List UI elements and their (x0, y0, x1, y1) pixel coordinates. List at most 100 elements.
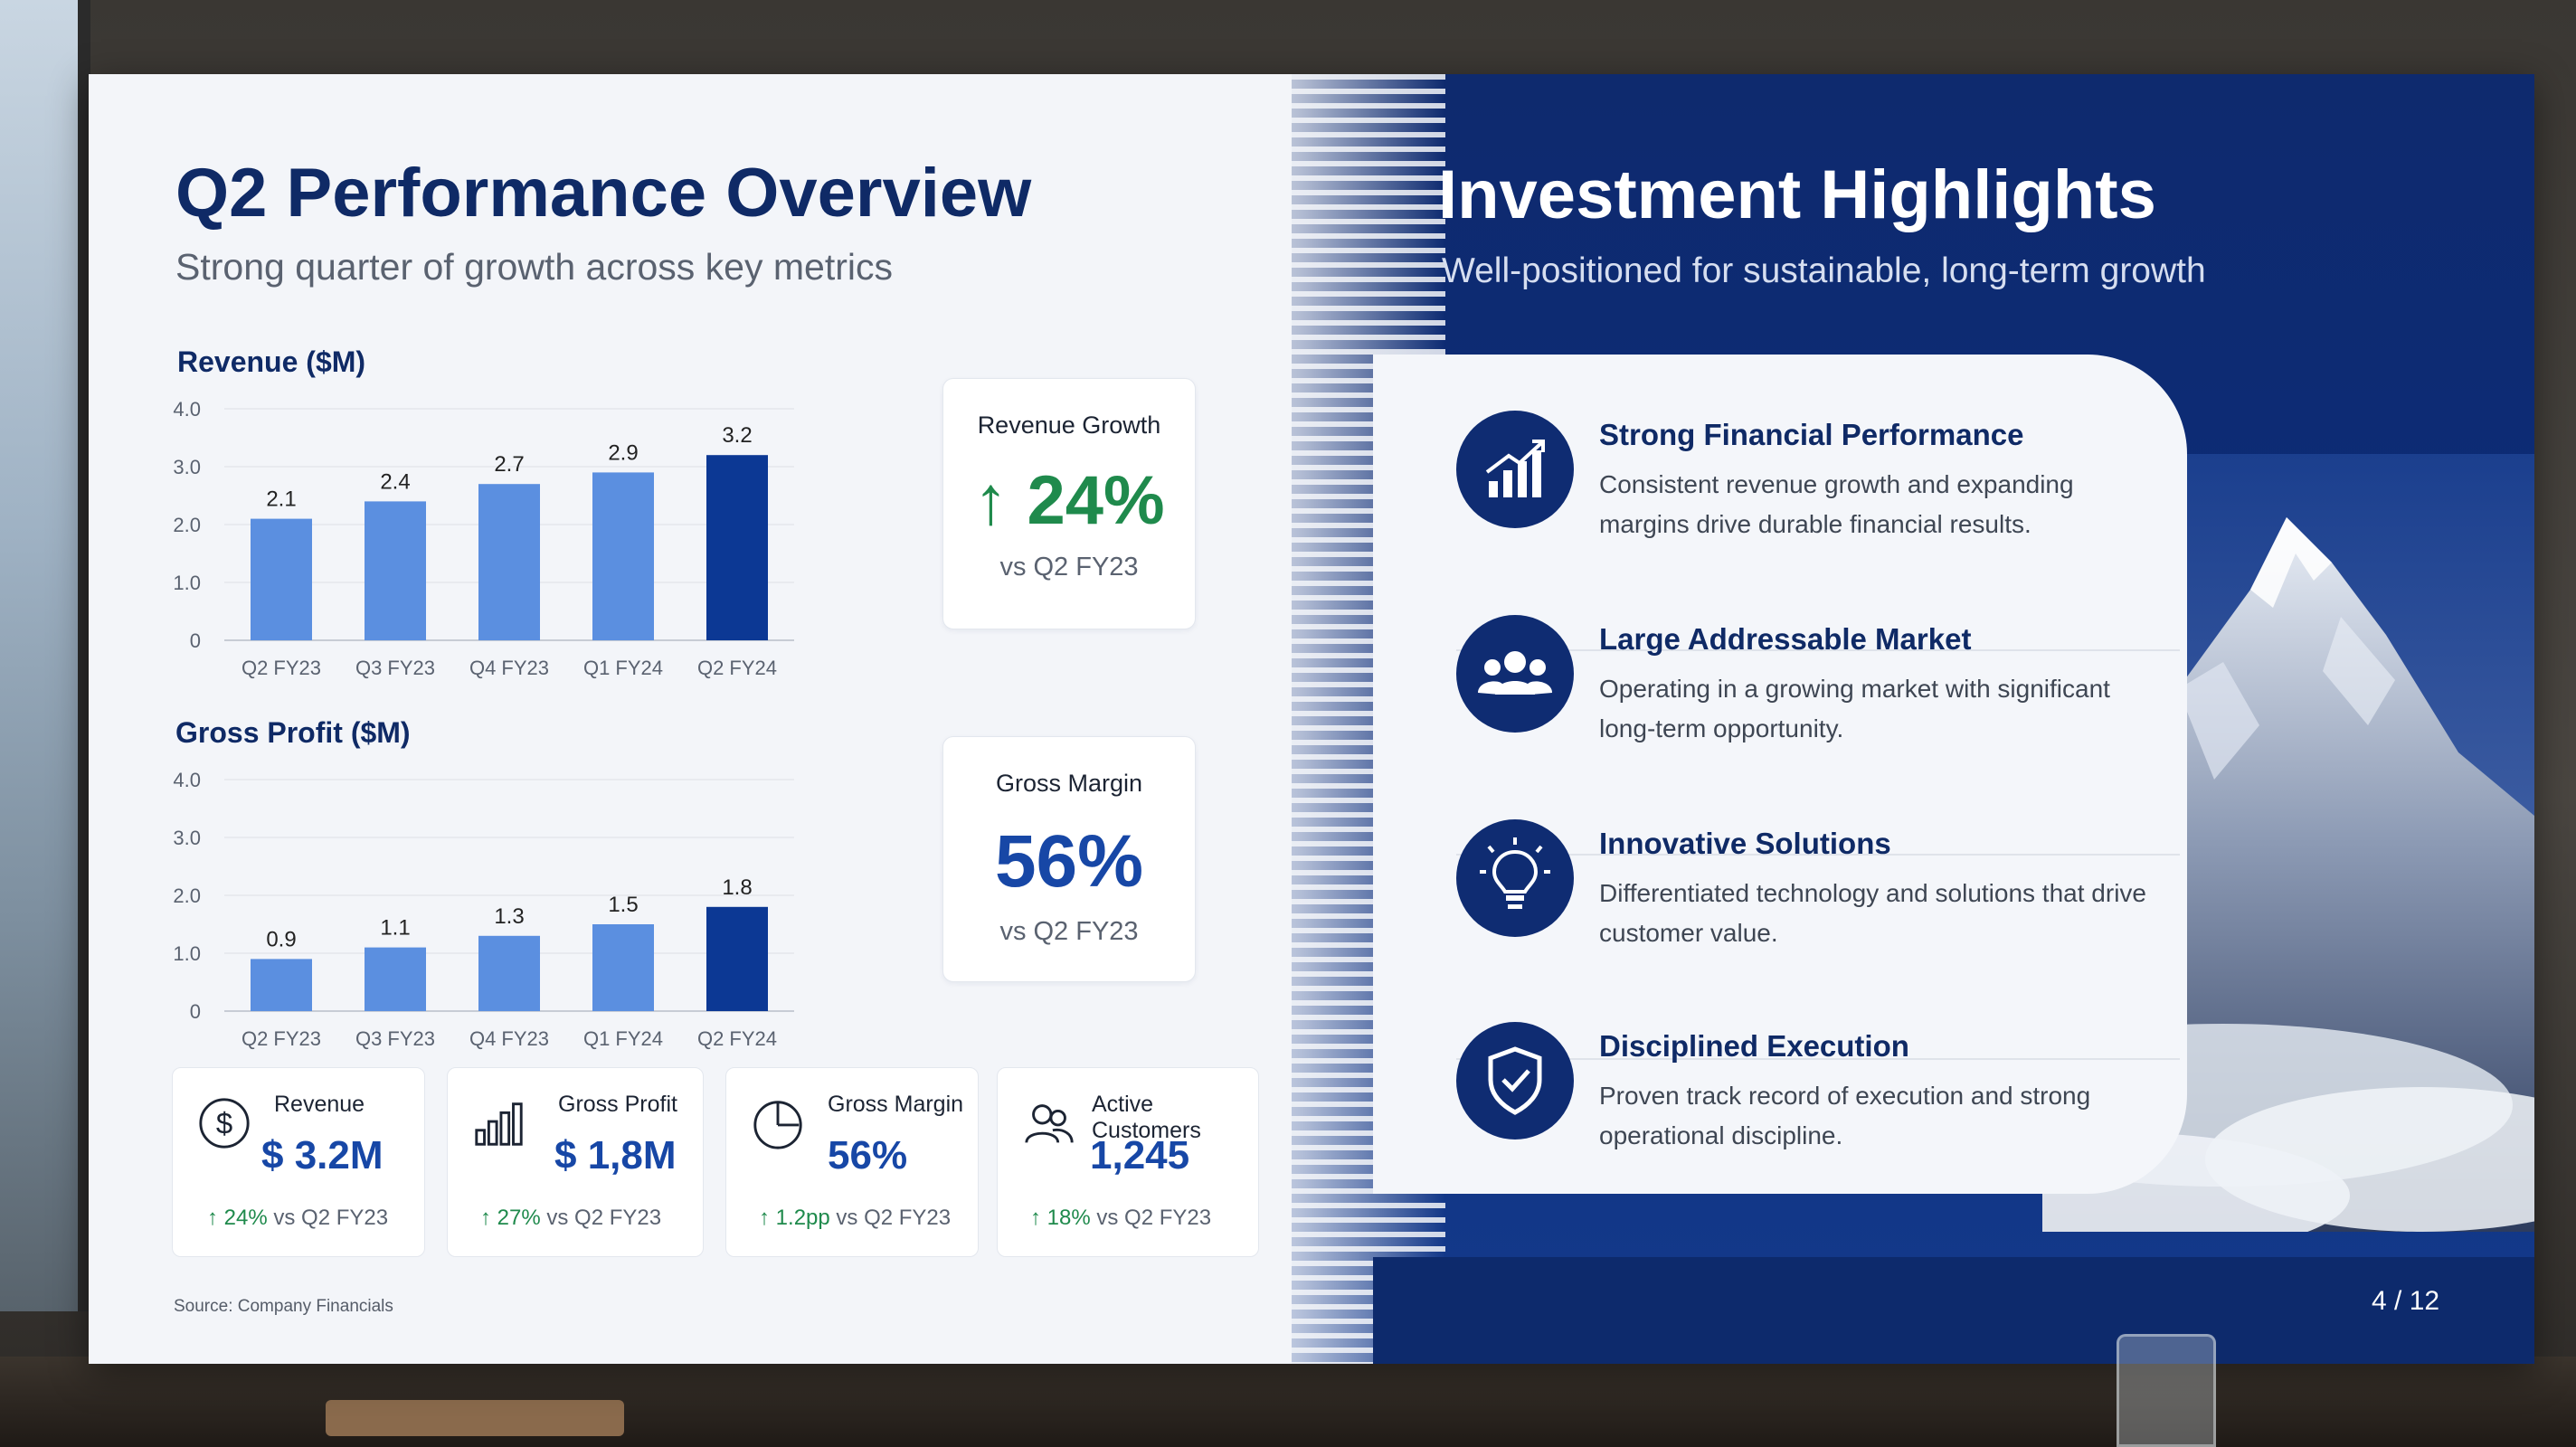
x-tick-label: Q2 FY23 (242, 657, 321, 679)
bar (592, 472, 654, 640)
y-tick-label: 1.0 (173, 942, 201, 965)
revenue-growth-number: 24% (1027, 462, 1165, 539)
kpi-value: $ 1,8M (554, 1133, 677, 1177)
up-arrow-icon: ↑ (480, 1206, 491, 1230)
kpi-card-gross-profit: Gross Profit $ 1,8M ↑ 27% vs Q2 FY23 (447, 1067, 704, 1257)
x-tick-label: Q1 FY24 (583, 1027, 663, 1050)
highlight-divider (1456, 649, 2180, 651)
shield-check-icon (1456, 1022, 1574, 1140)
pie-chart-icon (750, 1095, 806, 1151)
users-icon (1021, 1095, 1077, 1151)
growth-chart-icon (1456, 411, 1574, 528)
gross-margin-compare: vs Q2 FY23 (999, 917, 1139, 946)
gross-margin-value: 56% (994, 820, 1144, 903)
kpi-compare-text: vs Q2 FY23 (836, 1206, 952, 1230)
bar (251, 518, 312, 640)
highlight-description: Proven track record of execution and str… (1599, 1082, 2091, 1149)
highlight-divider (1456, 854, 2180, 856)
slide-title: Q2 Performance Overview (175, 155, 1032, 232)
bar-chart-icon (471, 1095, 527, 1151)
bar (365, 947, 426, 1011)
kpi-compare-text: vs Q2 FY23 (1096, 1206, 1212, 1230)
highlight-title: Large Addressable Market (1599, 622, 1972, 656)
kpi-value: 56% (828, 1133, 908, 1177)
y-tick-label: 0 (190, 629, 201, 652)
y-tick-label: 4.0 (173, 769, 201, 791)
x-tick-label: Q4 FY23 (469, 1027, 549, 1050)
bar-value-label: 2.1 (266, 487, 296, 512)
up-arrow-icon: ↑ (973, 462, 1009, 539)
highlight-financial-performance: Strong Financial Performance Consistent … (1456, 392, 2180, 597)
water-glass (2117, 1334, 2216, 1447)
revenue-chart: 0 1.0 2.0 3.0 4.0 2.1 Q2 FY23 2.4 Q3 FY23 2.7 Q4 F… (173, 398, 794, 679)
bar-value-label: 3.2 (722, 423, 752, 448)
x-tick-label: Q4 FY23 (469, 657, 549, 679)
up-arrow-icon: ↑ (1030, 1206, 1041, 1230)
presentation-slide: Q2 Performance Overview Strong quarter o… (89, 74, 2534, 1364)
bar-value-label: 1.5 (608, 893, 638, 917)
y-tick-label: 4.0 (173, 398, 201, 421)
revenue-growth-card: Revenue Growth ↑ 24% vs Q2 FY23 (942, 378, 1196, 629)
up-arrow-icon: ↑ (759, 1206, 770, 1230)
kpi-change: 27% (497, 1206, 541, 1230)
bar-value-label: 1.3 (494, 904, 524, 929)
gross-margin-label: Gross Margin (995, 770, 1143, 797)
kpi-label: Gross Margin (828, 1092, 964, 1117)
revenue-growth-compare: vs Q2 FY23 (999, 553, 1139, 582)
bar-value-label: 1.8 (722, 875, 752, 900)
gross-margin-card: Gross Margin 56% vs Q2 FY23 (942, 736, 1196, 982)
bar (478, 935, 540, 1011)
up-arrow-icon: ↑ (207, 1206, 218, 1230)
highlight-title: Disciplined Execution (1599, 1029, 1909, 1063)
source-note: Source: Company Financials (174, 1297, 393, 1316)
page-number: 4 / 12 (2372, 1286, 2440, 1316)
room-window (0, 0, 90, 1311)
kpi-change: 18% (1046, 1206, 1091, 1230)
x-tick-label: Q2 FY23 (242, 1027, 321, 1050)
revenue-chart-title: Revenue ($M) (177, 345, 366, 378)
y-tick-label: 0 (190, 1000, 201, 1023)
y-tick-label: 3.0 (173, 456, 201, 478)
bar (706, 455, 768, 640)
highlight-innovative-solutions: Innovative Solutions Differentiated tech… (1456, 801, 2180, 1006)
kpi-compare-text: vs Q2 FY23 (273, 1206, 389, 1230)
kpi-compare: ↑ 27% vs Q2 FY23 (480, 1206, 661, 1231)
bar (706, 906, 768, 1011)
kpi-compare: ↑ 24% vs Q2 FY23 (207, 1206, 388, 1231)
gross-profit-chart: 0 1.0 2.0 3.0 4.0 0.9 Q2 FY23 1.1 Q3 FY23 1.3 Q4 F… (173, 769, 794, 1050)
revenue-growth-label: Revenue Growth (977, 411, 1161, 439)
bar (251, 959, 312, 1011)
dollar-circle-icon: $ (196, 1095, 252, 1151)
bar-value-label: 2.4 (380, 469, 410, 494)
y-tick-label: 2.0 (173, 884, 201, 907)
highlight-divider (1456, 1058, 2180, 1060)
bar-value-label: 2.9 (608, 440, 638, 465)
highlight-title: Innovative Solutions (1599, 827, 1891, 860)
highlight-description: Operating in a growing market with signi… (1599, 675, 2110, 742)
kpi-change: 24% (223, 1206, 268, 1230)
gross-profit-chart-title: Gross Profit ($M) (175, 716, 411, 749)
kpi-compare: ↑ 18% vs Q2 FY23 (1030, 1206, 1211, 1231)
y-tick-label: 1.0 (173, 572, 201, 594)
people-group-icon (1456, 615, 1574, 733)
bar (478, 484, 540, 640)
x-tick-label: Q2 FY24 (697, 657, 777, 679)
highlights-subtitle: Well-positioned for sustainable, long-te… (1442, 251, 2206, 290)
bar (592, 924, 654, 1011)
kpi-card-revenue: $ Revenue $ 3.2M ↑ 24% vs Q2 FY23 (172, 1067, 425, 1257)
kpi-label: Active Customers (1092, 1092, 1201, 1143)
kpi-label: Gross Profit (558, 1092, 677, 1117)
slide-footer-bar (1373, 1257, 2534, 1364)
kpi-value: $ 3.2M (261, 1133, 384, 1177)
y-tick-label: 3.0 (173, 827, 201, 849)
slide-subtitle: Strong quarter of growth across key metr… (175, 246, 893, 288)
y-tick-label: 2.0 (173, 514, 201, 536)
revenue-growth-value: ↑ 24% (943, 461, 1195, 540)
highlight-description: Differentiated technology and solutions … (1599, 879, 2146, 947)
kpi-card-gross-margin: Gross Margin 56% ↑ 1.2pp vs Q2 FY23 (725, 1067, 979, 1257)
lightbulb-icon (1456, 819, 1574, 937)
kpi-change: 1.2pp (775, 1206, 830, 1230)
kpi-card-active-customers: Active Customers 1,245 ↑ 18% vs Q2 FY23 (997, 1067, 1259, 1257)
x-tick-label: Q1 FY24 (583, 657, 663, 679)
kpi-label: Revenue (274, 1092, 365, 1117)
